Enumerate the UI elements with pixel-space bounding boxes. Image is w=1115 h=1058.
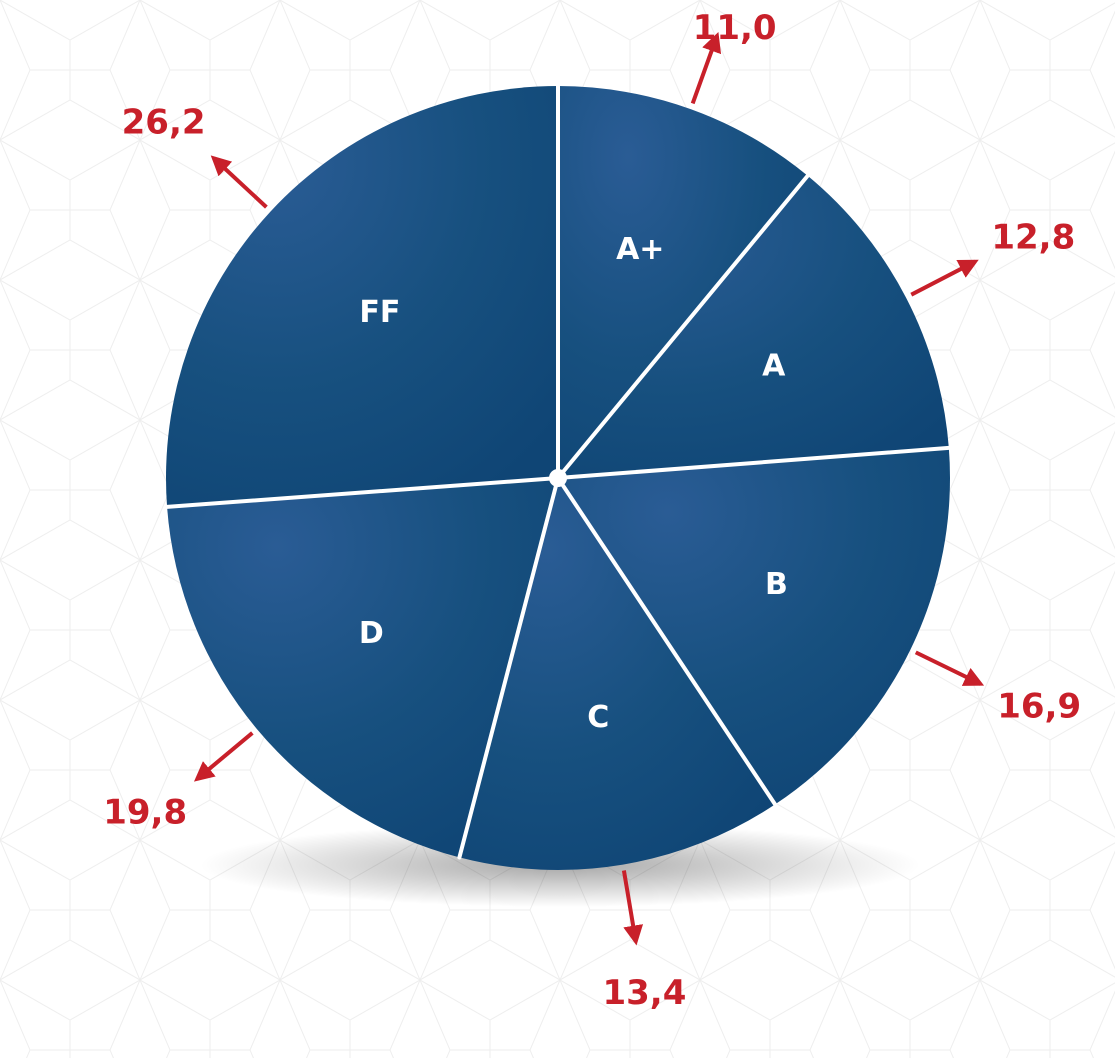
value-arrows <box>193 31 985 946</box>
value-arrow <box>690 31 722 105</box>
value-label: 26,2 <box>122 103 206 143</box>
slice-label: FF <box>359 295 400 330</box>
value-label: 13,4 <box>602 973 686 1013</box>
pie-slice-ff <box>166 86 558 507</box>
value-arrow <box>210 155 268 209</box>
slice-labels: A+ A B C D FF <box>359 232 788 735</box>
pie-separators <box>165 84 951 860</box>
slice-label: B <box>765 567 788 602</box>
slice-separator <box>556 476 778 807</box>
value-arrow <box>621 870 644 946</box>
value-labels: 11,0 12,8 16,9 13,4 19,8 26,2 <box>103 8 1081 1013</box>
slice-label: D <box>359 616 384 651</box>
pie-center-dot <box>549 469 567 487</box>
value-label: 16,9 <box>997 687 1081 727</box>
slice-separator <box>556 445 951 480</box>
pie-slice-d <box>167 478 558 858</box>
value-arrow <box>914 650 985 686</box>
slice-label: A <box>762 349 786 384</box>
pie-slices <box>166 86 950 870</box>
pie-slice-b <box>558 447 950 805</box>
value-label: 11,0 <box>693 8 777 48</box>
slice-separator <box>165 476 560 509</box>
value-label: 19,8 <box>103 792 187 832</box>
value-arrow <box>193 731 254 782</box>
value-arrow <box>910 259 979 297</box>
slice-separator <box>556 173 810 480</box>
slice-label: A+ <box>616 232 664 267</box>
slice-label: C <box>587 700 609 735</box>
value-label: 12,8 <box>991 218 1075 258</box>
pie-slice-a <box>558 175 949 478</box>
slice-separator <box>457 476 560 860</box>
pie-slice-c <box>459 478 776 870</box>
pie-slice-a-plus <box>558 86 808 478</box>
